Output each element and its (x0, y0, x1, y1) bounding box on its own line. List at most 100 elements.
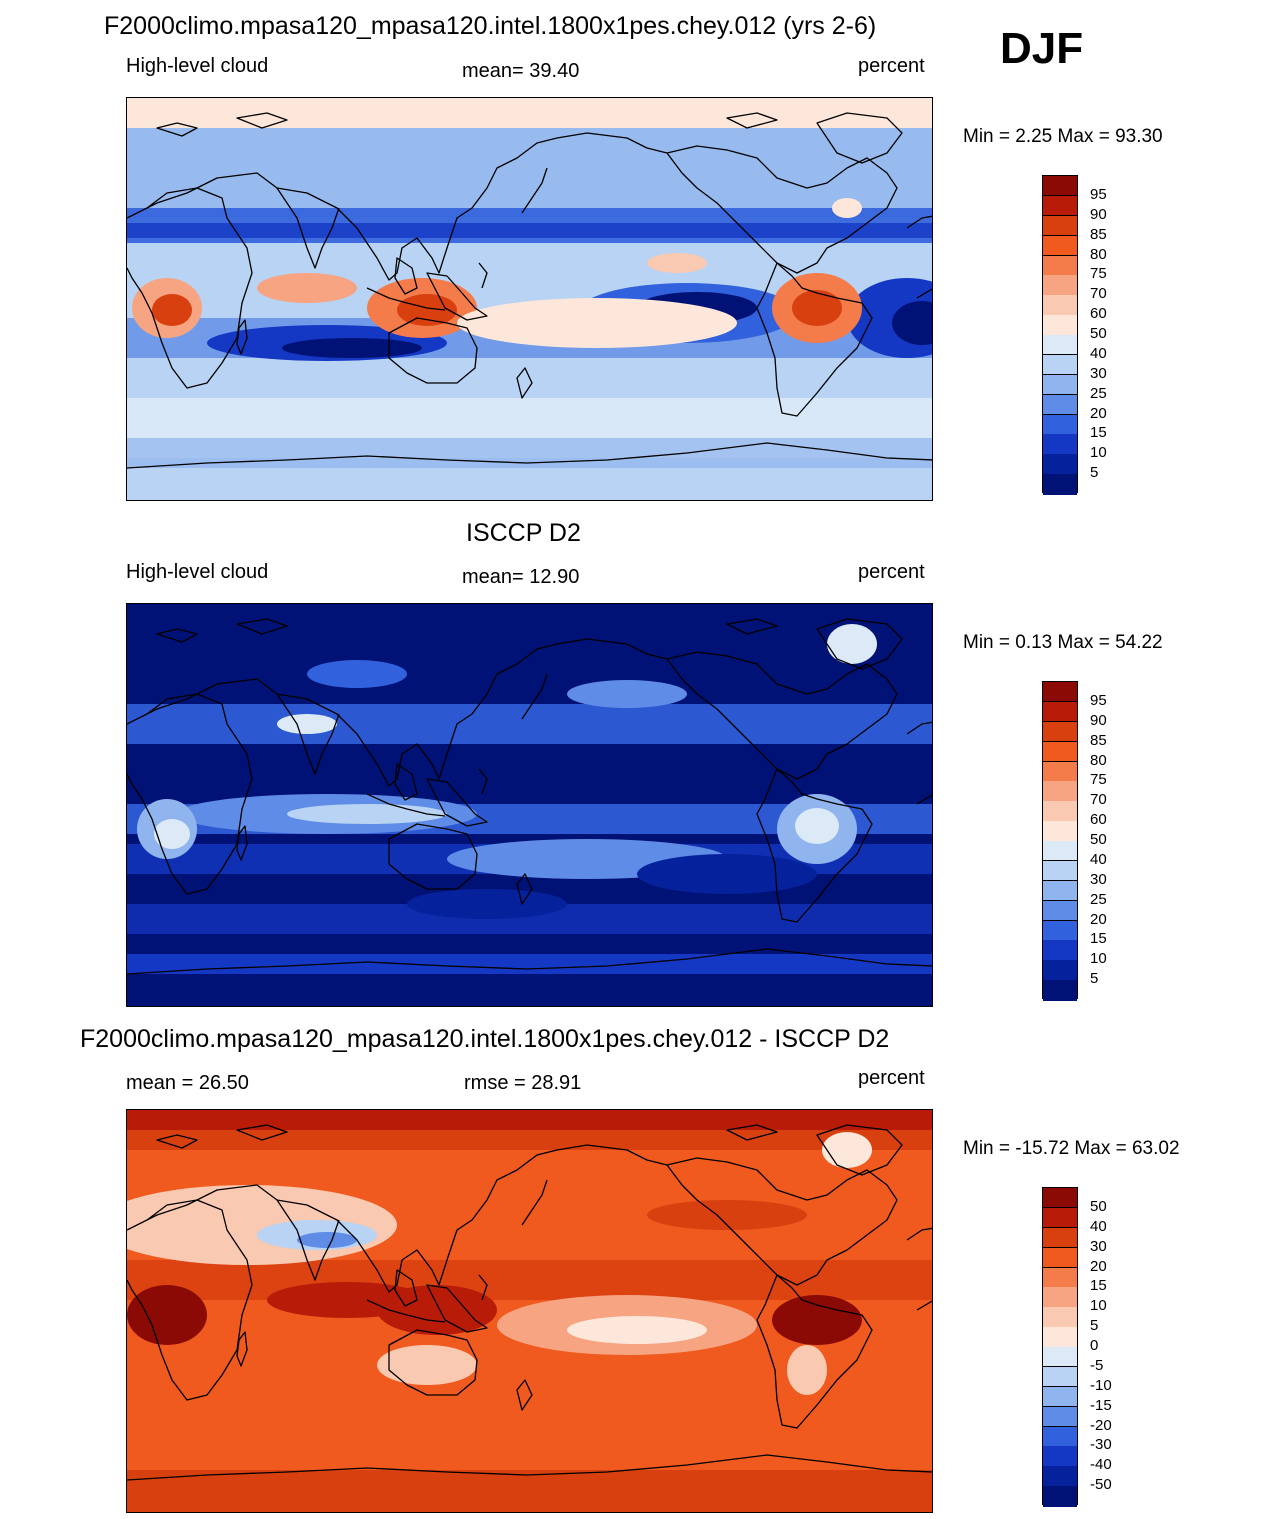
colorbar-swatch (1043, 1207, 1077, 1229)
panel2-map (126, 603, 933, 1007)
colorbar-tick-label: 20 (1090, 1257, 1107, 1275)
colorbar-tick-label: -5 (1090, 1356, 1104, 1374)
panel1-map (126, 97, 933, 501)
colorbar-swatch (1043, 1327, 1077, 1348)
panel2-variable-label: High-level cloud (126, 561, 269, 583)
panel3-rmse-label: rmse = 28.91 (464, 1072, 582, 1094)
colorbar-tick-label: 15 (1090, 1277, 1107, 1295)
colorbar-tick-label: 70 (1090, 285, 1107, 303)
colorbar-tick-label: 75 (1090, 771, 1107, 789)
colorbar-tick-label: 20 (1090, 404, 1107, 422)
map-canvas (127, 1110, 932, 1512)
panel2-mean-label: mean= 12.90 (462, 566, 580, 588)
colorbar-swatch (1043, 335, 1077, 356)
panel1-units-label: percent (858, 55, 925, 77)
colorbar-swatch (1043, 195, 1077, 217)
colorbar-tick-label: 15 (1090, 424, 1107, 442)
colorbar-swatch (1043, 781, 1077, 802)
panel1-variable-label: High-level cloud (126, 55, 269, 77)
colorbar-tick-label: 10 (1090, 444, 1107, 462)
colorbar-tick-label: 50 (1090, 1197, 1107, 1215)
colorbar-swatch (1043, 1267, 1077, 1288)
colorbar-swatch (1043, 900, 1077, 921)
panel3-colorbar (1042, 1187, 1078, 1507)
colorbar-swatch (1043, 1386, 1077, 1408)
colorbar-tick-label: 60 (1090, 811, 1107, 829)
colorbar-tick-label: 90 (1090, 711, 1107, 729)
colorbar-tick-label: 70 (1090, 791, 1107, 809)
colorbar-tick-label: -40 (1090, 1456, 1112, 1474)
panel2-title: ISCCP D2 (466, 519, 581, 547)
colorbar-swatch (1043, 1227, 1077, 1249)
colorbar-swatch (1043, 1347, 1077, 1368)
colorbar-swatch (1043, 741, 1077, 762)
panel3-map (126, 1109, 933, 1513)
colorbar-swatch (1043, 801, 1077, 822)
colorbar-tick-label: 5 (1090, 970, 1099, 988)
colorbar-swatch (1043, 235, 1077, 256)
panel3-mean-label: mean = 26.50 (126, 1072, 249, 1094)
colorbar-tick-label: 10 (1090, 950, 1107, 968)
colorbar-swatch (1043, 960, 1077, 981)
colorbar-tick-label: 60 (1090, 305, 1107, 323)
colorbar-tick-label: 30 (1090, 1237, 1107, 1255)
colorbar-swatch (1043, 474, 1077, 495)
colorbar-swatch (1043, 295, 1077, 316)
colorbar-swatch (1043, 940, 1077, 961)
map-canvas (127, 604, 932, 1006)
panel1-title: F2000climo.mpasa120_mpasa120.intel.1800x… (104, 12, 877, 40)
colorbar-swatch (1043, 454, 1077, 475)
colorbar-swatch (1043, 1366, 1077, 1388)
colorbar-swatch (1043, 374, 1077, 396)
colorbar-swatch (1043, 434, 1077, 455)
colorbar-swatch (1043, 1426, 1077, 1447)
colorbar-tick-label: -30 (1090, 1436, 1112, 1454)
colorbar-swatch (1043, 980, 1077, 1001)
colorbar-tick-label: 80 (1090, 245, 1107, 263)
colorbar-swatch (1043, 701, 1077, 723)
colorbar-tick-label: 0 (1090, 1337, 1099, 1354)
colorbar-swatch (1043, 1247, 1077, 1268)
colorbar-tick-label: 75 (1090, 265, 1107, 283)
colorbar-tick-label: 5 (1090, 1317, 1099, 1335)
colorbar-swatch (1043, 721, 1077, 743)
colorbar-swatch (1043, 215, 1077, 237)
colorbar-tick-label: 85 (1090, 731, 1107, 749)
colorbar-swatch (1043, 1486, 1077, 1507)
colorbar-tick-label: 90 (1090, 205, 1107, 223)
colorbar-swatch (1043, 1188, 1077, 1209)
colorbar-tick-label: 25 (1090, 384, 1107, 402)
colorbar-swatch (1043, 1406, 1077, 1427)
colorbar-tick-label: 50 (1090, 831, 1107, 848)
colorbar-tick-label: 30 (1090, 870, 1107, 888)
colorbar-tick-label: 30 (1090, 364, 1107, 382)
panel2-minmax: Min = 0.13 Max = 54.22 (963, 632, 1163, 653)
panel3-minmax: Min = -15.72 Max = 63.02 (963, 1138, 1180, 1159)
colorbar-swatch (1043, 394, 1077, 415)
colorbar-swatch (1043, 860, 1077, 882)
colorbar-tick-label: 15 (1090, 930, 1107, 948)
colorbar-tick-label: 25 (1090, 890, 1107, 908)
colorbar-swatch (1043, 682, 1077, 703)
colorbar-swatch (1043, 821, 1077, 842)
colorbar-swatch (1043, 761, 1077, 782)
panel2-colorbar (1042, 681, 1078, 1001)
panel3-title: F2000climo.mpasa120_mpasa120.intel.1800x… (80, 1025, 890, 1053)
colorbar-tick-label: -10 (1090, 1376, 1112, 1394)
colorbar-tick-label: -15 (1090, 1396, 1112, 1414)
season-label: DJF (1000, 24, 1084, 73)
colorbar-tick-label: 40 (1090, 344, 1107, 362)
colorbar-tick-label: 85 (1090, 225, 1107, 243)
panel1-minmax: Min = 2.25 Max = 93.30 (963, 126, 1163, 147)
colorbar-tick-label: -50 (1090, 1476, 1112, 1494)
panel1-mean-label: mean= 39.40 (462, 60, 580, 82)
colorbar-tick-label: 95 (1090, 691, 1107, 709)
colorbar-swatch (1043, 880, 1077, 902)
colorbar-swatch (1043, 841, 1077, 862)
colorbar-swatch (1043, 1466, 1077, 1487)
panel3-units-label: percent (858, 1067, 925, 1089)
colorbar-swatch (1043, 414, 1077, 435)
colorbar-tick-label: 10 (1090, 1297, 1107, 1315)
colorbar-swatch (1043, 1446, 1077, 1467)
colorbar-tick-label: 40 (1090, 850, 1107, 868)
